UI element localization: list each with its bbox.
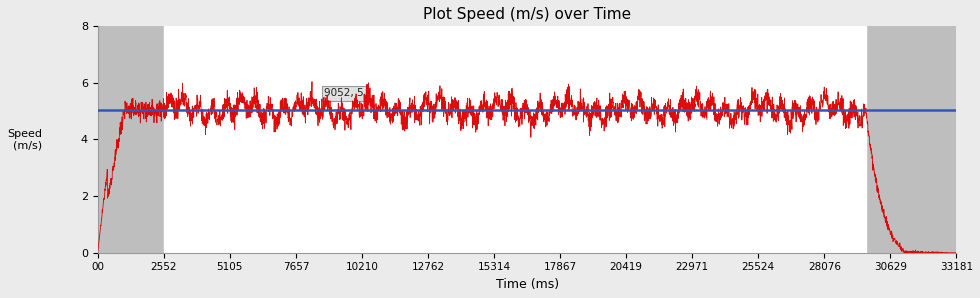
- Bar: [164, 26, 866, 253]
- X-axis label: Time (ms): Time (ms): [496, 278, 559, 291]
- Bar: [98, 26, 164, 253]
- Text: 9052, 5: 9052, 5: [324, 88, 364, 98]
- Y-axis label: Speed
(m/s): Speed (m/s): [7, 128, 42, 150]
- Title: Plot Speed (m/s) over Time: Plot Speed (m/s) over Time: [423, 7, 631, 22]
- Bar: [866, 26, 956, 253]
